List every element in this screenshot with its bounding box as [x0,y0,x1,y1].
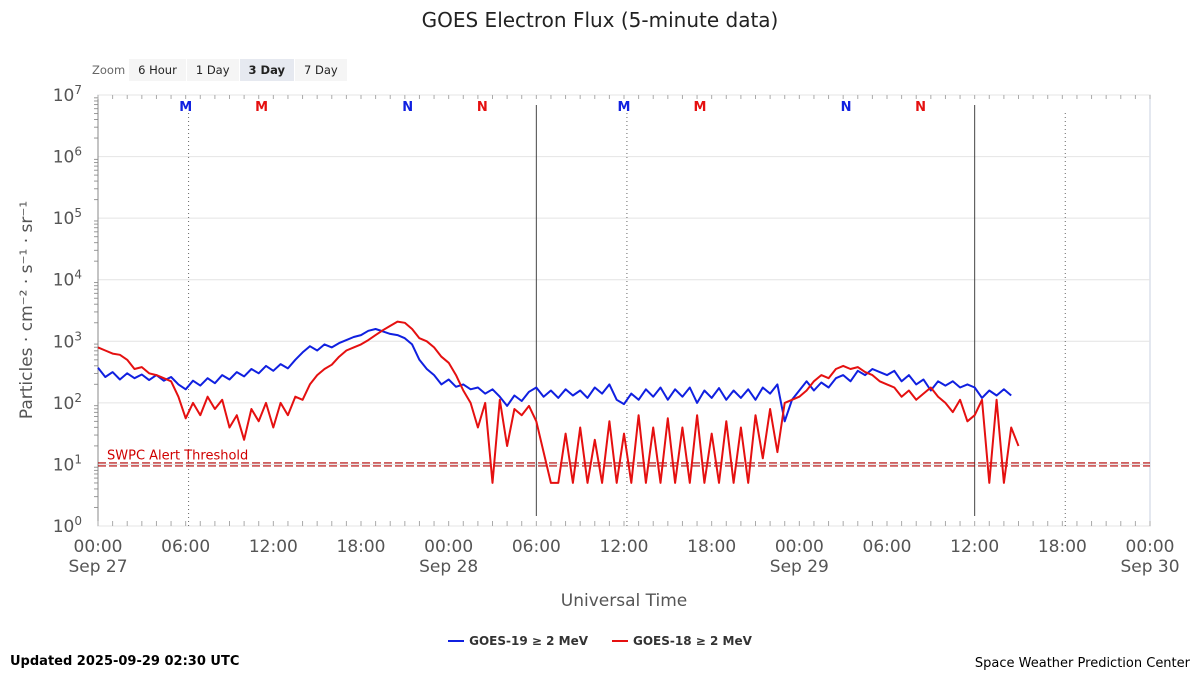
marker-label: N [402,100,413,115]
x-tick-time-label: 12:00 [950,537,999,557]
x-tick-time-label: 18:00 [337,537,386,557]
x-tick-time-label: 00:00 [1126,537,1175,557]
y-tick-label: 106 [53,145,82,168]
updated-timestamp: Updated 2025-09-29 02:30 UTC [10,654,240,669]
x-tick-time-label: 00:00 [74,537,123,557]
legend-item-goes19[interactable]: GOES-19 ≥ 2 MeV [448,634,588,648]
legend-label-goes19: GOES-19 ≥ 2 MeV [469,634,588,648]
x-axis-label: Universal Time [561,591,687,611]
x-tick-date-label: Sep 27 [68,557,127,577]
x-tick-date-label: Sep 28 [419,557,478,577]
zoom-1-day-button[interactable]: 1 Day [186,59,239,81]
legend-label-goes18: GOES-18 ≥ 2 MeV [633,634,752,648]
marker-label: N [477,100,488,115]
chart-title: GOES Electron Flux (5-minute data) [422,8,779,32]
zoom-7-day-button[interactable]: 7 Day [295,59,347,81]
plot-area [97,94,1151,527]
x-tick-time-label: 00:00 [424,537,473,557]
x-tick-time-label: 06:00 [512,537,561,557]
x-tick-time-label: 12:00 [600,537,649,557]
credit-text: Space Weather Prediction Center [974,656,1190,671]
x-tick-date-label: Sep 30 [1120,557,1179,577]
x-tick-time-label: 12:00 [249,537,298,557]
legend: GOES-19 ≥ 2 MeV GOES-18 ≥ 2 MeV [0,634,1200,648]
legend-swatch-goes19 [448,640,465,642]
marker-label: M [255,100,268,115]
zoom-6-hour-button[interactable]: 6 Hour [129,59,186,81]
x-tick-time-label: 18:00 [1038,537,1087,557]
x-tick-time-label: 06:00 [863,537,912,557]
series-line-goes19 [97,328,1012,423]
marker-label: M [179,100,192,115]
y-axis-label: Particles · cm⁻² · s⁻¹ · sr⁻¹ [17,201,37,419]
x-tick-time-label: 18:00 [687,537,736,557]
y-tick-label: 100 [53,514,82,537]
y-tick-label: 103 [53,329,82,352]
x-tick-time-label: 00:00 [775,537,824,557]
marker-label: N [915,100,926,115]
legend-swatch-goes18 [612,640,628,642]
marker-label: M [618,100,631,115]
legend-item-goes18[interactable]: GOES-18 ≥ 2 MeV [612,634,752,648]
x-tick-time-label: 06:00 [161,537,210,557]
marker-label: N [841,100,852,115]
y-tick-label: 107 [53,83,82,106]
y-tick-label: 101 [53,452,82,475]
zoom-control: Zoom 6 Hour 1 Day 3 Day 7 Day [92,58,348,82]
zoom-3-day-button[interactable]: 3 Day [239,59,294,81]
y-tick-label: 102 [53,391,82,414]
y-tick-label: 104 [53,268,82,291]
marker-label: M [694,100,707,115]
threshold-label: SWPC Alert Threshold [107,448,248,463]
zoom-label: Zoom [92,63,126,77]
series-line-goes18 [97,320,1020,484]
x-tick-date-label: Sep 29 [770,557,829,577]
y-tick-label: 105 [53,206,82,229]
